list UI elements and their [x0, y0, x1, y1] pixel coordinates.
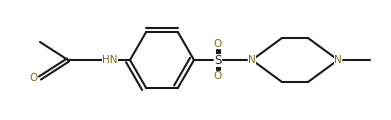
Text: S: S — [214, 54, 222, 66]
Text: N: N — [248, 55, 256, 65]
Text: O: O — [214, 71, 222, 81]
Text: HN: HN — [102, 55, 118, 65]
Text: O: O — [214, 39, 222, 49]
Text: O: O — [30, 73, 38, 83]
Text: N: N — [334, 55, 342, 65]
